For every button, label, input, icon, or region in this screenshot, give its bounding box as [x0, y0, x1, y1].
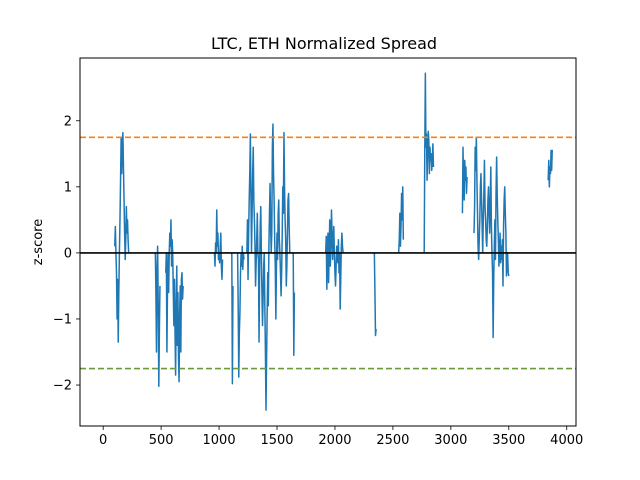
- series-segment-0: [114, 131, 130, 343]
- x-tick-label: 3500: [492, 433, 525, 448]
- series-segment-10: [397, 186, 405, 253]
- plot-frame: [79, 57, 577, 427]
- y-tick-label: 0: [64, 246, 72, 261]
- x-tick-label: 0: [99, 433, 107, 448]
- series-segment-4: [231, 252, 234, 385]
- series-segment-7: [292, 252, 296, 357]
- y-axis-label: z-score: [31, 219, 46, 265]
- series-segment-9: [373, 252, 377, 337]
- x-tick-label: 500: [149, 433, 174, 448]
- chart-title: LTC, ETH Normalized Spread: [211, 34, 437, 53]
- x-tick-label: 2500: [376, 433, 409, 448]
- series-segment-1: [154, 245, 161, 388]
- x-axis-ticks: 0 500 1000 1500 2000 2500 3000 3500 4000: [99, 426, 583, 448]
- y-tick-label: 2: [64, 114, 72, 129]
- x-tick-label: 3000: [434, 433, 467, 448]
- series-segment-6: [246, 123, 291, 411]
- series-segment-13: [473, 136, 510, 339]
- y-axis-ticks: −2 −1 0 1 2: [53, 114, 80, 394]
- series-segment-12: [461, 146, 468, 214]
- y-tick-label: −2: [53, 379, 72, 394]
- y-tick-label: −1: [53, 312, 72, 327]
- plot-area: [80, 72, 576, 411]
- series-segment-14: [547, 149, 553, 188]
- x-tick-label: 2000: [318, 433, 351, 448]
- series-segment-5: [236, 245, 245, 378]
- series-segment-11: [423, 72, 435, 253]
- x-tick-label: 1000: [203, 433, 236, 448]
- series-segment-2: [165, 219, 184, 383]
- x-tick-label: 4000: [550, 433, 583, 448]
- series-segment-3: [213, 209, 224, 281]
- y-tick-label: 1: [64, 180, 72, 195]
- x-tick-label: 1500: [260, 433, 293, 448]
